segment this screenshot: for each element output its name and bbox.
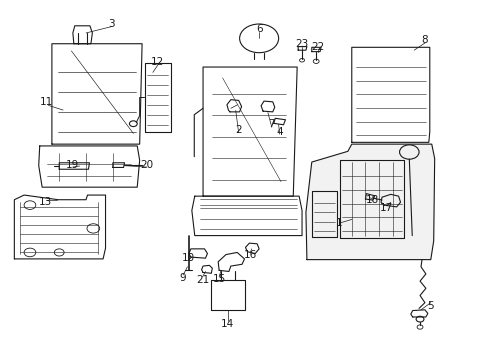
Text: 9: 9 <box>180 273 186 283</box>
Text: 1: 1 <box>336 218 342 228</box>
Text: 14: 14 <box>221 319 234 329</box>
Text: 13: 13 <box>39 197 52 207</box>
Text: 12: 12 <box>151 57 164 67</box>
Text: 22: 22 <box>310 42 324 51</box>
Text: 5: 5 <box>427 301 433 311</box>
Text: 17: 17 <box>380 203 393 213</box>
Text: 18: 18 <box>365 195 378 206</box>
Text: 10: 10 <box>181 253 194 263</box>
Text: 4: 4 <box>276 127 283 136</box>
Text: 15: 15 <box>212 274 225 284</box>
Text: 6: 6 <box>255 24 262 35</box>
Text: 11: 11 <box>40 97 53 107</box>
Text: 3: 3 <box>108 19 115 29</box>
Text: 23: 23 <box>295 40 308 49</box>
Polygon shape <box>305 144 434 260</box>
Text: 20: 20 <box>140 159 153 170</box>
Text: 8: 8 <box>421 35 427 45</box>
Text: 2: 2 <box>235 125 242 135</box>
Text: 16: 16 <box>243 249 257 260</box>
Text: 7: 7 <box>268 120 275 129</box>
Text: 19: 19 <box>66 159 80 170</box>
Text: 21: 21 <box>196 275 209 285</box>
